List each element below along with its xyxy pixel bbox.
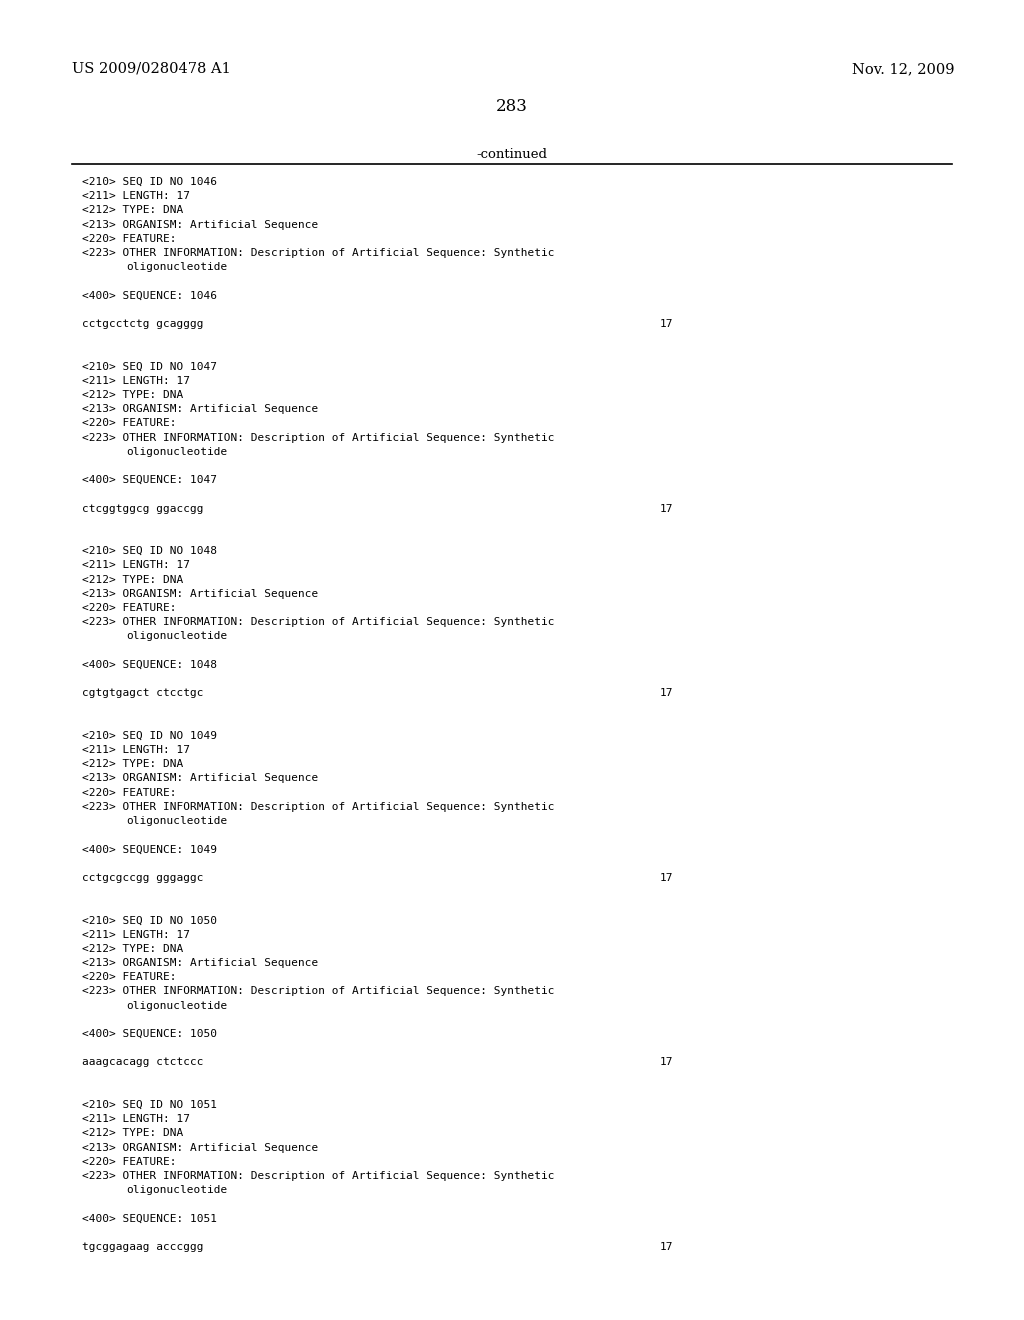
Text: oligonucleotide: oligonucleotide (126, 816, 227, 826)
Text: <213> ORGANISM: Artificial Sequence: <213> ORGANISM: Artificial Sequence (82, 1143, 318, 1152)
Text: <400> SEQUENCE: 1047: <400> SEQUENCE: 1047 (82, 475, 217, 486)
Text: <211> LENGTH: 17: <211> LENGTH: 17 (82, 929, 190, 940)
Text: 17: 17 (660, 688, 674, 698)
Text: 283: 283 (496, 98, 528, 115)
Text: <210> SEQ ID NO 1046: <210> SEQ ID NO 1046 (82, 177, 217, 187)
Text: cctgcctctg gcagggg: cctgcctctg gcagggg (82, 319, 204, 329)
Text: <210> SEQ ID NO 1051: <210> SEQ ID NO 1051 (82, 1100, 217, 1110)
Text: <211> LENGTH: 17: <211> LENGTH: 17 (82, 561, 190, 570)
Text: <223> OTHER INFORMATION: Description of Artificial Sequence: Synthetic: <223> OTHER INFORMATION: Description of … (82, 801, 555, 812)
Text: <220> FEATURE:: <220> FEATURE: (82, 788, 176, 797)
Text: aaagcacagg ctctccc: aaagcacagg ctctccc (82, 1057, 204, 1068)
Text: <220> FEATURE:: <220> FEATURE: (82, 603, 176, 612)
Text: <213> ORGANISM: Artificial Sequence: <213> ORGANISM: Artificial Sequence (82, 589, 318, 599)
Text: 17: 17 (660, 504, 674, 513)
Text: 17: 17 (660, 873, 674, 883)
Text: <223> OTHER INFORMATION: Description of Artificial Sequence: Synthetic: <223> OTHER INFORMATION: Description of … (82, 248, 555, 257)
Text: <212> TYPE: DNA: <212> TYPE: DNA (82, 1129, 183, 1138)
Text: <400> SEQUENCE: 1051: <400> SEQUENCE: 1051 (82, 1213, 217, 1224)
Text: <220> FEATURE:: <220> FEATURE: (82, 418, 176, 429)
Text: <210> SEQ ID NO 1050: <210> SEQ ID NO 1050 (82, 915, 217, 925)
Text: 17: 17 (660, 1057, 674, 1068)
Text: <212> TYPE: DNA: <212> TYPE: DNA (82, 389, 183, 400)
Text: 17: 17 (660, 1242, 674, 1251)
Text: cctgcgccgg gggaggc: cctgcgccgg gggaggc (82, 873, 204, 883)
Text: 17: 17 (660, 319, 674, 329)
Text: Nov. 12, 2009: Nov. 12, 2009 (853, 62, 955, 77)
Text: tgcggagaag acccggg: tgcggagaag acccggg (82, 1242, 204, 1251)
Text: <223> OTHER INFORMATION: Description of Artificial Sequence: Synthetic: <223> OTHER INFORMATION: Description of … (82, 618, 555, 627)
Text: <210> SEQ ID NO 1048: <210> SEQ ID NO 1048 (82, 546, 217, 556)
Text: <220> FEATURE:: <220> FEATURE: (82, 234, 176, 244)
Text: <211> LENGTH: 17: <211> LENGTH: 17 (82, 191, 190, 201)
Text: <223> OTHER INFORMATION: Description of Artificial Sequence: Synthetic: <223> OTHER INFORMATION: Description of … (82, 986, 555, 997)
Text: <400> SEQUENCE: 1050: <400> SEQUENCE: 1050 (82, 1030, 217, 1039)
Text: oligonucleotide: oligonucleotide (126, 1185, 227, 1195)
Text: <213> ORGANISM: Artificial Sequence: <213> ORGANISM: Artificial Sequence (82, 774, 318, 783)
Text: oligonucleotide: oligonucleotide (126, 631, 227, 642)
Text: <211> LENGTH: 17: <211> LENGTH: 17 (82, 744, 190, 755)
Text: <212> TYPE: DNA: <212> TYPE: DNA (82, 944, 183, 954)
Text: <213> ORGANISM: Artificial Sequence: <213> ORGANISM: Artificial Sequence (82, 219, 318, 230)
Text: <210> SEQ ID NO 1047: <210> SEQ ID NO 1047 (82, 362, 217, 372)
Text: <213> ORGANISM: Artificial Sequence: <213> ORGANISM: Artificial Sequence (82, 404, 318, 414)
Text: <220> FEATURE:: <220> FEATURE: (82, 1156, 176, 1167)
Text: <210> SEQ ID NO 1049: <210> SEQ ID NO 1049 (82, 731, 217, 741)
Text: -continued: -continued (476, 148, 548, 161)
Text: <212> TYPE: DNA: <212> TYPE: DNA (82, 574, 183, 585)
Text: cgtgtgagct ctcctgc: cgtgtgagct ctcctgc (82, 688, 204, 698)
Text: US 2009/0280478 A1: US 2009/0280478 A1 (72, 62, 230, 77)
Text: oligonucleotide: oligonucleotide (126, 263, 227, 272)
Text: <400> SEQUENCE: 1048: <400> SEQUENCE: 1048 (82, 660, 217, 669)
Text: oligonucleotide: oligonucleotide (126, 446, 227, 457)
Text: <223> OTHER INFORMATION: Description of Artificial Sequence: Synthetic: <223> OTHER INFORMATION: Description of … (82, 1171, 555, 1181)
Text: <211> LENGTH: 17: <211> LENGTH: 17 (82, 1114, 190, 1125)
Text: <223> OTHER INFORMATION: Description of Artificial Sequence: Synthetic: <223> OTHER INFORMATION: Description of … (82, 433, 555, 442)
Text: <213> ORGANISM: Artificial Sequence: <213> ORGANISM: Artificial Sequence (82, 958, 318, 968)
Text: <212> TYPE: DNA: <212> TYPE: DNA (82, 206, 183, 215)
Text: <212> TYPE: DNA: <212> TYPE: DNA (82, 759, 183, 770)
Text: <400> SEQUENCE: 1049: <400> SEQUENCE: 1049 (82, 845, 217, 854)
Text: <220> FEATURE:: <220> FEATURE: (82, 973, 176, 982)
Text: <211> LENGTH: 17: <211> LENGTH: 17 (82, 376, 190, 385)
Text: ctcggtggcg ggaccgg: ctcggtggcg ggaccgg (82, 504, 204, 513)
Text: <400> SEQUENCE: 1046: <400> SEQUENCE: 1046 (82, 290, 217, 301)
Text: oligonucleotide: oligonucleotide (126, 1001, 227, 1011)
